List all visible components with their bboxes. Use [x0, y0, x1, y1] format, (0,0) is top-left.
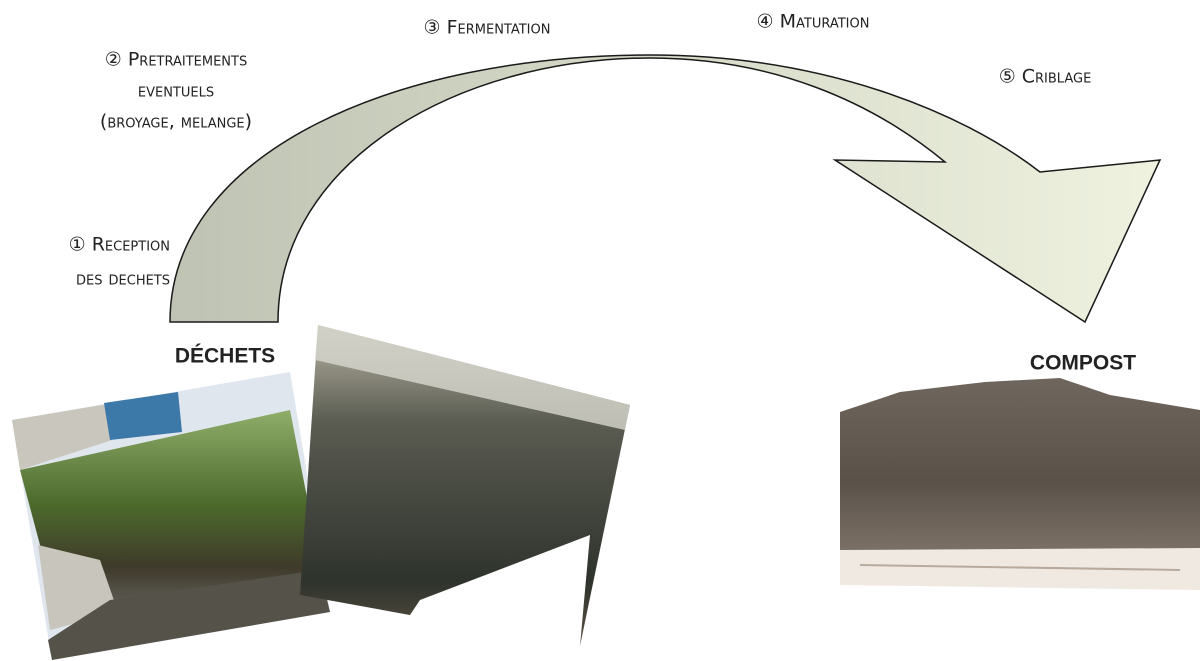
photo-household-waste — [300, 325, 630, 646]
step-label: (broyage, melange) — [100, 111, 252, 133]
step-label: ③ Fermentation — [424, 17, 551, 39]
step-label: eventuels — [138, 80, 214, 102]
step-label: ② Pretraitements — [105, 49, 247, 71]
step-label: ① Reception — [69, 234, 170, 256]
composting-diagram: ① Reception des dechets ② Pretraitements… — [0, 0, 1200, 661]
step-label: ⑤ Criblage — [999, 66, 1092, 88]
photo-compost — [840, 378, 1200, 590]
output-label: COMPOST — [1030, 352, 1136, 375]
photo-green-waste — [12, 372, 330, 660]
process-arrow — [170, 55, 1160, 322]
step-label: des dechets — [76, 268, 170, 290]
step-label: ④ Maturation — [757, 11, 870, 33]
input-label: DÉCHETS — [175, 345, 275, 368]
